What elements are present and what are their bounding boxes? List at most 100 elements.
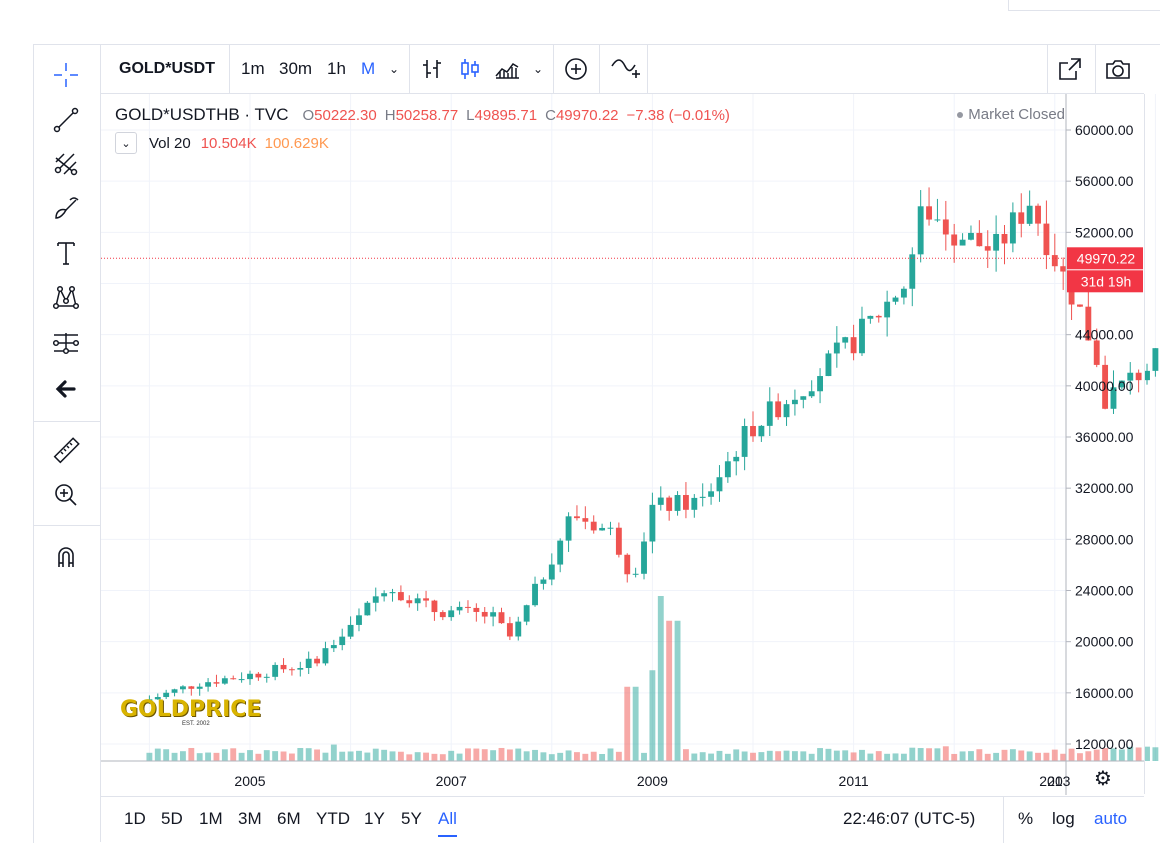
range-all[interactable]: All [438, 809, 457, 837]
candle-body [154, 697, 161, 700]
countdown-badge [1067, 270, 1143, 293]
candle-body [691, 497, 698, 510]
clock[interactable]: 22:46:07 (UTC-5) [843, 809, 976, 828]
candle-body [959, 239, 966, 246]
candle-body [1127, 372, 1134, 381]
volume-bar [867, 753, 874, 761]
camera-icon[interactable] [1104, 45, 1132, 93]
legend-symbol[interactable]: GOLD*USDTHB · TVC [115, 105, 289, 124]
auto-toggle[interactable]: auto [1094, 809, 1128, 828]
compare-icon[interactable] [609, 45, 641, 93]
volume-bar [716, 750, 723, 761]
range-3m[interactable]: 3M [238, 809, 262, 828]
low-value: 49895.71 [474, 107, 538, 124]
fib-retracement-icon[interactable] [48, 146, 84, 182]
log-toggle[interactable]: log [1052, 809, 1075, 828]
ruler-icon[interactable] [48, 433, 84, 469]
volume-bar [171, 752, 178, 761]
candle-body [356, 615, 362, 625]
volume-bar [565, 750, 572, 761]
range-6m[interactable]: 6M [277, 809, 301, 828]
volume-bar [515, 748, 522, 761]
volume-bar [968, 751, 974, 761]
candle-body [993, 233, 1000, 251]
volume-bar [423, 752, 429, 761]
crosshair-icon[interactable] [48, 57, 84, 93]
close-label: C [545, 107, 556, 124]
candle-body [163, 692, 170, 698]
candles-style-icon[interactable] [457, 45, 483, 93]
time-tick-label: 2011 [839, 773, 869, 789]
candle-body [884, 301, 891, 318]
volume-bar [607, 748, 614, 761]
volume-bar [817, 748, 824, 761]
volume-bar [255, 753, 262, 761]
magnet-icon[interactable] [48, 539, 84, 575]
volume-bar [1001, 749, 1008, 761]
range-1d[interactable]: 1D [124, 809, 146, 828]
range-5d[interactable]: 5D [161, 809, 183, 828]
chevron-down-icon[interactable]: ⌄ [533, 62, 544, 76]
candle-body [221, 678, 228, 684]
candle-body [984, 246, 991, 251]
interval-1m[interactable]: 1m [241, 59, 265, 78]
volume-bar [917, 748, 924, 761]
candle-body [263, 676, 270, 678]
candle-body [565, 516, 572, 541]
volume-bar [926, 748, 932, 761]
candle-body [414, 598, 421, 604]
range-1y[interactable]: 1Y [364, 809, 385, 828]
last-price-label: 49970.22 [1077, 250, 1136, 266]
candle-body [615, 527, 622, 555]
toolbar-divider [34, 421, 100, 422]
add-indicator-icon[interactable] [563, 45, 589, 93]
range-ytd[interactable]: YTD [316, 809, 350, 828]
candle-body [423, 598, 429, 601]
volume-bar [213, 752, 220, 761]
chevron-down-icon[interactable]: ⌄ [115, 132, 137, 154]
candle-body [674, 495, 681, 511]
volume-bar [456, 753, 463, 761]
volume-bar [330, 744, 337, 761]
trend-line-icon[interactable] [48, 102, 84, 138]
candle-body [1043, 223, 1050, 256]
candle-body [791, 399, 798, 405]
symbol-search-button[interactable]: GOLD*USDT [119, 60, 215, 77]
chevron-down-icon[interactable]: ⌄ [389, 62, 400, 76]
candle-body [238, 679, 245, 681]
volume-bar [557, 752, 564, 761]
volume-label: Vol 20 [149, 134, 191, 152]
pattern-icon[interactable] [48, 279, 84, 315]
candle-body [766, 401, 773, 426]
zoom-in-icon[interactable] [48, 477, 84, 513]
settings-gear-icon[interactable]: ⚙ [1094, 766, 1112, 790]
candle-body [1085, 306, 1092, 341]
percent-toggle[interactable]: % [1018, 809, 1034, 828]
fullscreen-icon[interactable] [1057, 45, 1083, 93]
interval-1h[interactable]: 1h [327, 59, 346, 78]
text-icon[interactable] [48, 235, 84, 271]
brush-icon[interactable] [48, 190, 84, 226]
candle-body [305, 658, 312, 668]
volume-bar [339, 751, 346, 761]
top-toolbar: GOLD*USDT 1m 30m 1h M ⌄ ⌄ [101, 45, 1144, 94]
volume-bar [179, 751, 186, 761]
bars-style-icon[interactable] [419, 45, 445, 93]
candle-body [900, 288, 907, 298]
volume-bar [372, 748, 379, 761]
back-arrow-icon[interactable] [48, 371, 84, 407]
top-edge-strip [1008, 0, 1160, 11]
range-5y[interactable]: 5Y [401, 809, 422, 828]
area-style-icon[interactable] [493, 45, 521, 93]
candle-body [557, 540, 564, 565]
interval-30m[interactable]: 30m [279, 59, 313, 78]
candle-body [205, 682, 212, 687]
volume-bar [1051, 749, 1058, 761]
interval-m[interactable]: M [361, 59, 376, 78]
forecast-icon[interactable] [48, 325, 84, 361]
candle-body [1135, 372, 1142, 381]
range-1m[interactable]: 1M [199, 809, 223, 828]
candle-body [188, 686, 195, 689]
volume-bar [431, 753, 438, 761]
